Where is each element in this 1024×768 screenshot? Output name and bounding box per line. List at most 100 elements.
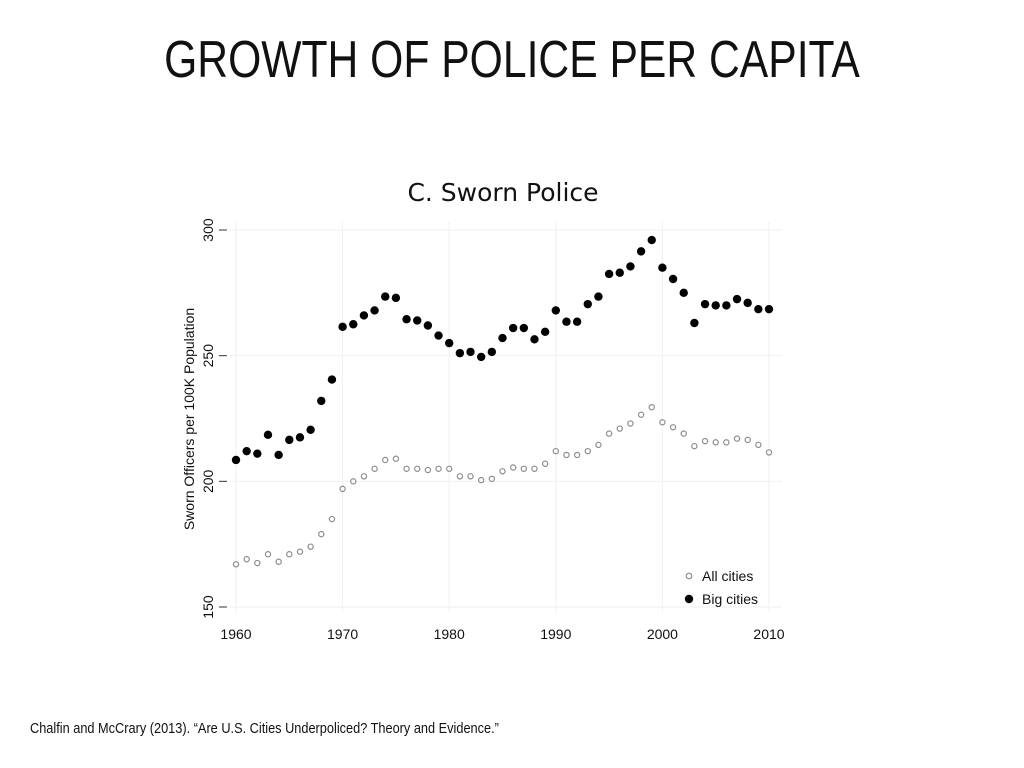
data-point xyxy=(456,473,464,480)
data-point xyxy=(562,317,571,326)
data-point xyxy=(509,464,517,471)
data-point xyxy=(755,441,762,449)
data-point xyxy=(360,473,368,480)
data-point xyxy=(595,441,602,449)
data-point xyxy=(648,403,655,411)
data-point xyxy=(498,333,507,343)
data-point xyxy=(563,451,570,459)
data-point xyxy=(371,465,378,472)
series-all-cities xyxy=(232,403,773,568)
data-point xyxy=(274,450,283,460)
x-tick-label: 1980 xyxy=(434,626,465,642)
data-point xyxy=(296,548,304,555)
data-point xyxy=(488,475,496,483)
data-point xyxy=(338,322,347,331)
data-point xyxy=(605,430,613,437)
data-point xyxy=(339,485,346,493)
data-point xyxy=(508,323,518,333)
scatter-chart: C. Sworn Police Sworn Officers per 100K … xyxy=(181,178,785,642)
legend: All cities Big cities xyxy=(684,568,758,607)
data-point xyxy=(572,317,582,326)
data-point xyxy=(584,447,591,455)
data-point xyxy=(402,315,411,324)
data-point xyxy=(477,476,485,484)
data-point xyxy=(349,320,358,329)
y-tick-label: 150 xyxy=(200,595,216,619)
data-point xyxy=(701,437,709,445)
series-points xyxy=(231,235,774,568)
data-point xyxy=(359,311,369,320)
data-point xyxy=(530,335,539,344)
data-point xyxy=(370,306,379,315)
data-point xyxy=(254,559,261,567)
data-point xyxy=(476,352,486,362)
data-point xyxy=(764,304,774,314)
data-point xyxy=(531,465,538,472)
data-point xyxy=(669,424,677,431)
data-point xyxy=(691,442,698,450)
x-tick-label: 1990 xyxy=(540,626,571,642)
data-point xyxy=(668,274,678,284)
y-tick-label: 250 xyxy=(200,344,216,368)
data-point xyxy=(295,433,305,442)
data-point xyxy=(637,411,645,418)
data-point xyxy=(680,430,687,437)
data-point xyxy=(317,396,326,406)
data-point xyxy=(275,558,282,565)
data-point xyxy=(552,447,560,455)
x-tick-label: 1970 xyxy=(327,626,358,642)
series-big-cities xyxy=(231,235,774,465)
data-point xyxy=(242,446,251,456)
data-point xyxy=(286,551,293,558)
data-point xyxy=(424,466,432,474)
data-point xyxy=(765,449,773,456)
legend-label: Big cities xyxy=(702,591,758,607)
data-point xyxy=(466,347,475,357)
data-point xyxy=(434,331,443,340)
data-point xyxy=(253,449,262,458)
data-point xyxy=(658,263,667,272)
data-point xyxy=(318,530,325,538)
data-point xyxy=(264,551,272,558)
x-tick-label: 2000 xyxy=(647,626,678,642)
data-point xyxy=(285,435,294,445)
legend-marker xyxy=(684,594,694,604)
data-point xyxy=(328,515,336,523)
data-point xyxy=(520,465,528,472)
data-point xyxy=(659,419,666,426)
data-point xyxy=(541,460,549,467)
data-point xyxy=(392,455,400,462)
y-axis-label: Sworn Officers per 100K Population xyxy=(181,308,197,530)
data-point xyxy=(487,347,497,357)
y-tick-label: 200 xyxy=(200,469,216,493)
data-point xyxy=(615,268,624,277)
data-point xyxy=(722,301,731,310)
data-point xyxy=(616,425,623,432)
data-point xyxy=(445,338,454,348)
data-point xyxy=(744,436,751,444)
data-point xyxy=(467,473,474,480)
x-tick-label: 1960 xyxy=(220,626,251,642)
data-point xyxy=(350,478,357,485)
data-point xyxy=(455,348,465,358)
legend-label: All cities xyxy=(702,568,753,584)
slide-title: GROWTH OF POLICE PER CAPITA xyxy=(164,31,860,89)
data-point xyxy=(636,247,646,256)
legend-marker xyxy=(685,572,693,580)
data-point xyxy=(403,465,410,472)
data-point xyxy=(446,465,453,472)
data-point xyxy=(435,465,442,472)
x-tick-label: 2010 xyxy=(753,626,784,642)
data-point xyxy=(414,465,421,472)
data-point xyxy=(243,556,250,563)
data-point xyxy=(382,456,389,464)
data-point xyxy=(263,430,273,440)
data-point xyxy=(732,294,742,304)
y-tick-label: 300 xyxy=(200,218,216,242)
data-point xyxy=(391,293,401,303)
data-point xyxy=(499,468,506,475)
data-point xyxy=(700,299,710,309)
data-point xyxy=(306,425,315,435)
